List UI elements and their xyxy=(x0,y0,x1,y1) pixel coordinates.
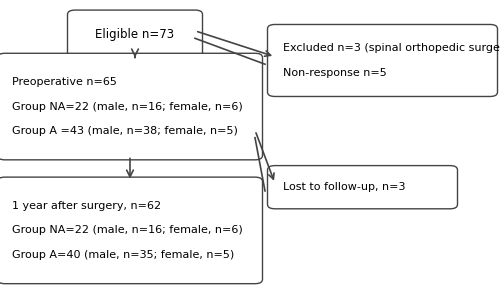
Text: Lost to follow-up, n=3: Lost to follow-up, n=3 xyxy=(282,182,405,192)
Text: Excluded n=3 (spinal orthopedic surgery): Excluded n=3 (spinal orthopedic surgery) xyxy=(282,43,500,54)
Text: Group A =43 (male, n=38; female, n=5): Group A =43 (male, n=38; female, n=5) xyxy=(12,126,238,136)
FancyBboxPatch shape xyxy=(68,10,202,59)
Text: Group NA=22 (male, n=16; female, n=6): Group NA=22 (male, n=16; female, n=6) xyxy=(12,102,243,111)
Text: Preoperative n=65: Preoperative n=65 xyxy=(12,77,118,87)
FancyBboxPatch shape xyxy=(0,177,262,284)
FancyBboxPatch shape xyxy=(268,24,498,96)
FancyBboxPatch shape xyxy=(268,166,458,209)
FancyBboxPatch shape xyxy=(0,53,262,160)
Text: Group A=40 (male, n=35; female, n=5): Group A=40 (male, n=35; female, n=5) xyxy=(12,250,235,260)
Text: Non-response n=5: Non-response n=5 xyxy=(282,67,387,77)
Text: Group NA=22 (male, n=16; female, n=6): Group NA=22 (male, n=16; female, n=6) xyxy=(12,226,243,235)
Text: Eligible n=73: Eligible n=73 xyxy=(96,28,174,41)
Text: 1 year after surgery, n=62: 1 year after surgery, n=62 xyxy=(12,201,162,211)
